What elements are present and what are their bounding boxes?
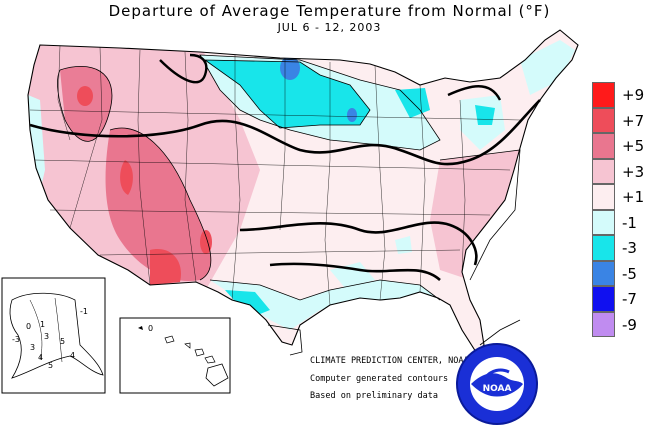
- legend-row: -1: [592, 209, 654, 235]
- alaska-label: 3: [44, 332, 49, 341]
- credit-contours: Computer generated contours: [310, 374, 449, 384]
- credit-center: CLIMATE PREDICTION CENTER, NOAA: [310, 356, 469, 366]
- legend-label: +1: [622, 188, 645, 206]
- legend-label: +3: [622, 162, 645, 181]
- mexico-border: [267, 324, 303, 356]
- legend-label: +7: [622, 111, 645, 130]
- date-range: JUL 6 - 12, 2003: [277, 21, 382, 34]
- legend-label: -5: [622, 264, 637, 283]
- credit-basis: Based on preliminary data: [310, 391, 438, 401]
- noaa-logo: NOAA: [456, 343, 538, 425]
- hawaii-label: 0: [148, 324, 153, 333]
- legend-swatch: [592, 235, 615, 261]
- legend-swatch: [592, 184, 615, 210]
- legend-label: -1: [622, 213, 637, 232]
- legend-label: -7: [622, 290, 637, 308]
- legend-row: +9: [592, 82, 654, 108]
- noaa-logo-text: NOAA: [483, 384, 512, 394]
- temperature-legend: +9 +7 +5 +3 +1 -1 -3 -5 -7 -9: [592, 82, 654, 337]
- legend-label: +5: [622, 137, 645, 155]
- legend-row: -9: [592, 311, 654, 337]
- contour-lines: [29, 53, 541, 301]
- hawaii-inset: [119, 317, 231, 394]
- alaska-label: -3: [12, 335, 20, 344]
- alaska-label: 3: [30, 343, 35, 352]
- alaska-label: 4: [70, 351, 75, 360]
- alaska-label: 5: [60, 337, 65, 346]
- legend-swatch: [592, 311, 615, 337]
- legend-row: -3: [592, 235, 654, 261]
- legend-swatch: [592, 260, 615, 286]
- legend-row: -5: [592, 260, 654, 286]
- alaska-label: -1: [80, 307, 88, 316]
- state-borders: [29, 45, 521, 306]
- legend-row: +7: [592, 107, 654, 133]
- alaska-label: 5: [48, 361, 53, 370]
- legend-swatch: [592, 286, 615, 312]
- alaska-label: 4: [38, 353, 43, 362]
- alaska-inset: [1, 277, 106, 394]
- legend-swatch: [592, 158, 615, 184]
- legend-swatch: [592, 107, 615, 133]
- alaska-label: 1: [40, 320, 45, 329]
- legend-swatch: [592, 209, 615, 235]
- legend-label: +9: [622, 86, 645, 104]
- legend-swatch: [592, 82, 615, 108]
- legend-row: +3: [592, 158, 654, 184]
- legend-label: -9: [622, 315, 637, 334]
- legend-row: +1: [592, 184, 654, 210]
- coastline: [479, 319, 521, 346]
- legend-row: -7: [592, 286, 654, 312]
- legend-row: +5: [592, 133, 654, 159]
- map-title: Departure of Average Temperature from No…: [108, 2, 551, 20]
- legend-swatch: [592, 133, 615, 159]
- legend-label: -3: [622, 239, 637, 257]
- alaska-label: 0: [26, 322, 31, 331]
